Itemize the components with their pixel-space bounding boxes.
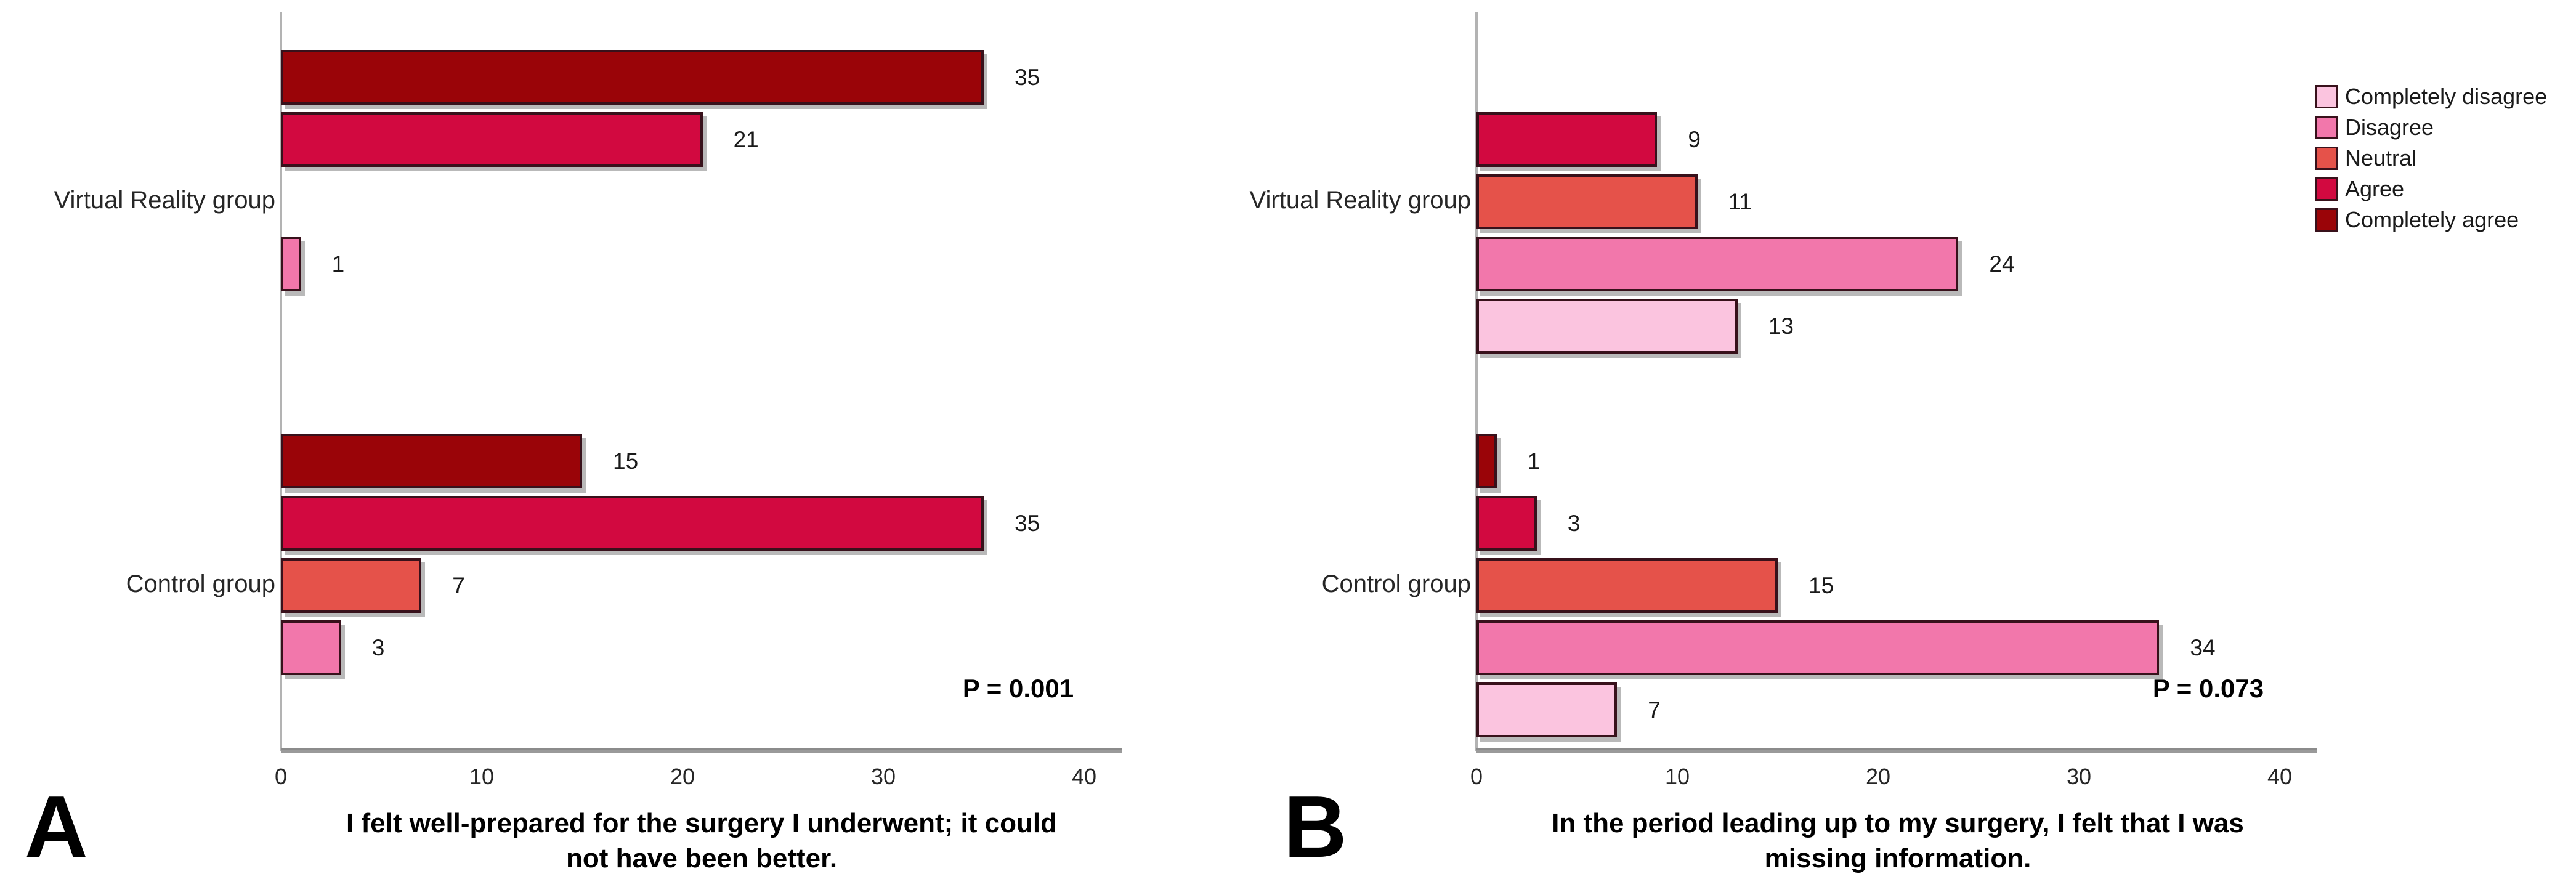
panel-letter-b: B [1284,778,1347,876]
bar-value-a-virtual-reality-group-completely-agree: 35 [1015,64,1040,90]
bar-value-a-control-group-completely-agree: 15 [613,448,639,474]
x-tick-b-30: 30 [2066,764,2092,789]
bar-value-b-control-group-disagree: 34 [2190,634,2216,660]
bar-b-control-group-agree [1476,496,1537,551]
bar-value-b-control-group-neutral: 15 [1808,572,1834,598]
legend-row-completely-agree: Completely agree [2315,205,2547,235]
group-label-a-virtual-reality-group: Virtual Reality group [54,186,275,214]
bar-value-b-virtual-reality-group-neutral: 11 [1728,188,1752,214]
x-axis-line-b [1476,748,2317,753]
panel-letter-a: A [25,778,88,876]
legend-row-neutral: Neutral [2315,143,2547,174]
bar-value-a-control-group-neutral: 7 [452,572,465,598]
legend-label-neutral: Neutral [2345,145,2417,171]
x-tick-a-0: 0 [274,764,288,789]
p-value-b: P = 0.073 [2152,674,2264,703]
p-value-a: P = 0.001 [962,674,1074,703]
legend-label-completely-disagree: Completely disagree [2345,84,2548,109]
group-label-b-control-group: Control group [1321,570,1471,597]
bar-value-a-control-group-agree: 35 [1015,510,1040,536]
group-label-a-control-group: Control group [126,570,275,597]
bar-a-control-group-neutral [281,558,422,613]
bar-a-control-group-disagree [281,620,341,675]
bar-a-virtual-reality-group-completely-agree [281,50,984,105]
bar-b-virtual-reality-group-neutral [1476,174,1698,229]
legend-swatch-agree [2315,177,2338,201]
bar-b-control-group-completely-agree [1476,434,1497,488]
x-tick-b-20: 20 [1865,764,1891,789]
bar-value-b-control-group-agree: 3 [1567,510,1581,536]
bar-a-control-group-completely-agree [281,434,582,488]
bar-value-b-virtual-reality-group-disagree: 24 [1989,251,2015,277]
bar-value-a-virtual-reality-group-disagree: 1 [331,251,345,277]
x-axis-line-a [281,748,1122,753]
chart-title-b: In the period leading up to my surgery, … [1552,808,2244,873]
bar-value-a-virtual-reality-group-agree: 21 [733,126,759,152]
bar-value-b-virtual-reality-group-agree: 9 [1688,126,1701,152]
legend-label-agree: Agree [2345,176,2405,201]
y-axis-line-a [280,12,282,751]
legend-swatch-completely-agree [2315,208,2338,232]
bar-value-b-control-group-completely-agree: 1 [1527,448,1541,474]
legend: Completely disagree Disagree Neutral Agree C… [2315,81,2547,235]
group-label-b-virtual-reality-group: Virtual Reality group [1249,186,1471,214]
bar-b-control-group-disagree [1476,620,2160,675]
y-axis-line-b [1475,12,1478,751]
x-tick-b-40: 40 [2267,764,2293,789]
bar-b-virtual-reality-group-completely-disagree [1476,299,1738,354]
bar-a-virtual-reality-group-agree [281,112,703,167]
bar-value-b-virtual-reality-group-completely-disagree: 13 [1768,313,1794,339]
legend-row-completely-disagree: Completely disagree [2315,81,2547,112]
legend-row-agree: Agree [2315,174,2547,205]
chart-title-a: I felt well-prepared for the surgery I u… [346,808,1057,873]
legend-label-disagree: Disagree [2345,115,2434,140]
bar-a-control-group-agree [281,496,984,551]
legend-swatch-disagree [2315,116,2338,139]
legend-row-disagree: Disagree [2315,112,2547,143]
x-tick-b-10: 10 [1664,764,1690,789]
x-tick-a-30: 30 [870,764,896,789]
legend-label-completely-agree: Completely agree [2345,207,2519,232]
bar-value-b-control-group-completely-disagree: 7 [1648,697,1661,723]
legend-swatch-completely-disagree [2315,85,2338,108]
legend-swatch-neutral [2315,147,2338,170]
bar-a-virtual-reality-group-disagree [281,237,301,291]
bar-value-a-control-group-disagree: 3 [371,634,385,660]
x-tick-a-20: 20 [670,764,695,789]
x-tick-a-10: 10 [469,764,495,789]
bar-b-control-group-neutral [1476,558,1778,613]
x-tick-a-40: 40 [1071,764,1097,789]
bar-b-virtual-reality-group-disagree [1476,237,1959,291]
bar-b-control-group-completely-disagree [1476,682,1618,737]
x-tick-b-0: 0 [1470,764,1483,789]
bar-b-virtual-reality-group-agree [1476,112,1658,167]
